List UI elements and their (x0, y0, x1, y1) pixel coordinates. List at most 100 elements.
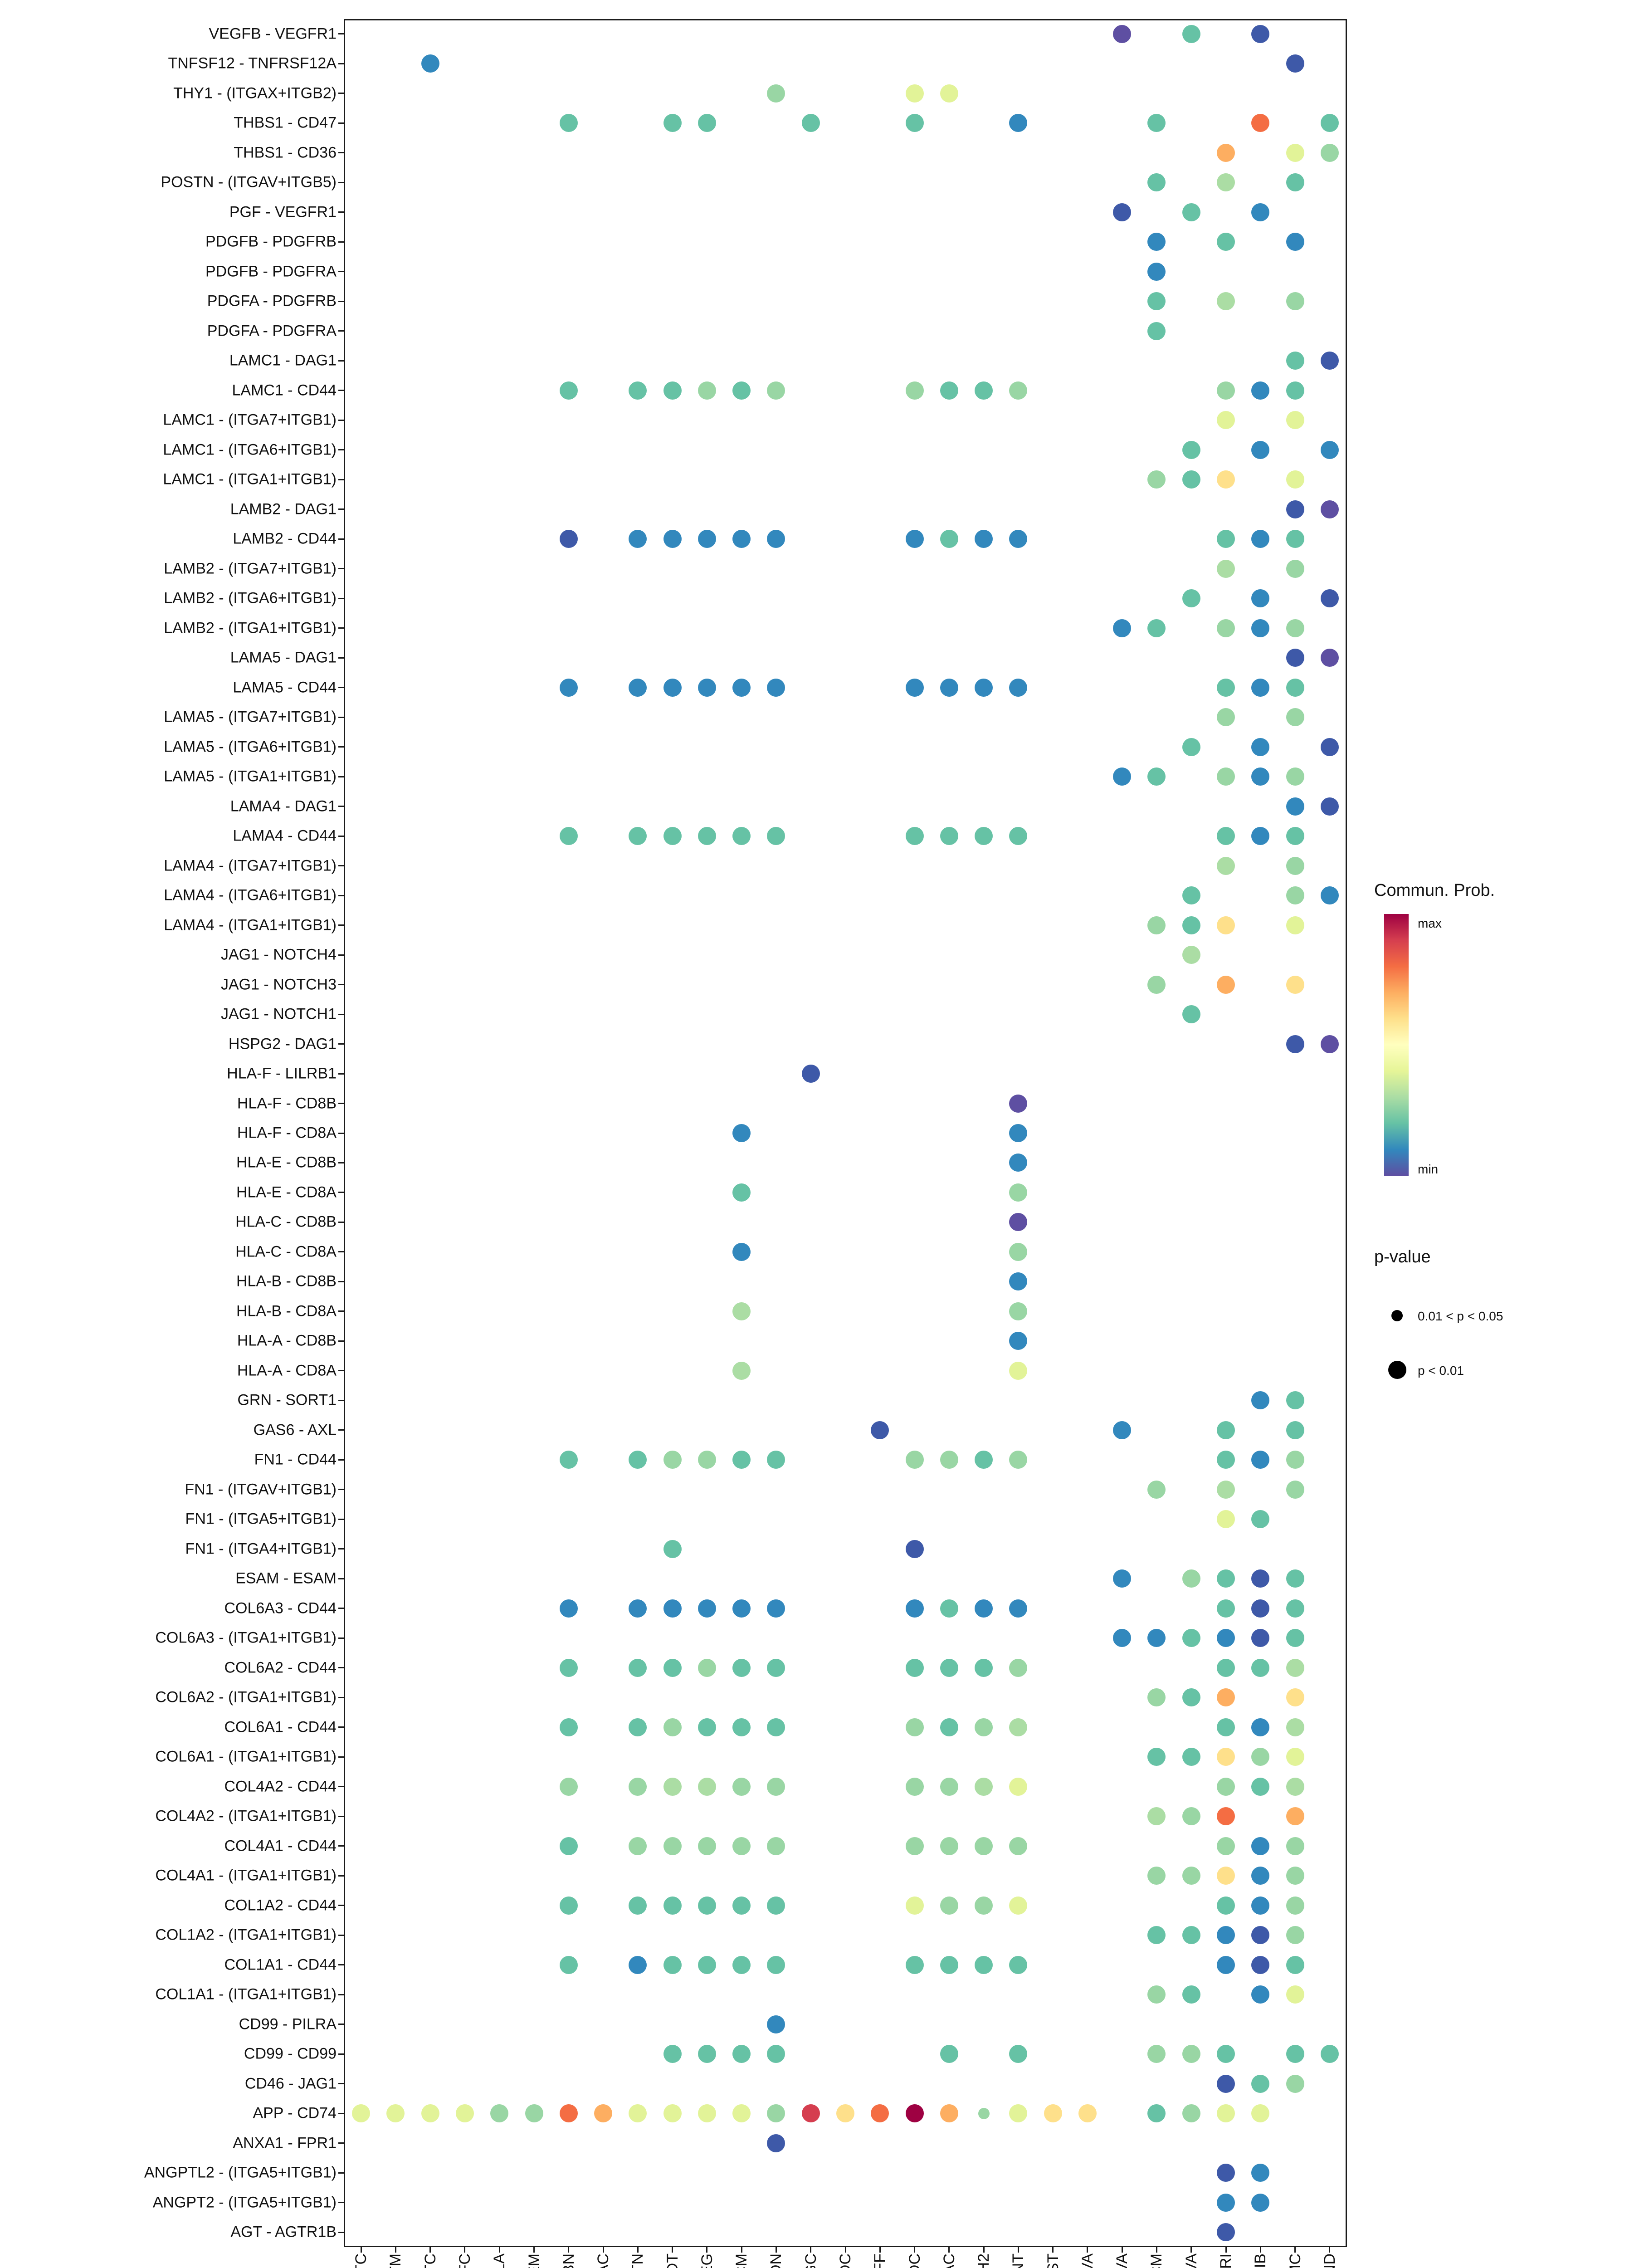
chart-dot (1251, 381, 1270, 400)
chart-dot (1286, 143, 1304, 162)
x-axis-tick (568, 2247, 570, 2253)
chart-dot (1147, 1926, 1166, 1945)
chart-dot (1217, 1777, 1235, 1796)
chart-dot (767, 2104, 785, 2123)
chart-dot (871, 1421, 889, 1439)
chart-dot (767, 2134, 785, 2152)
y-axis-label: FN1 - (ITGA5+ITGB1) (185, 1510, 337, 1528)
chart-dot (1009, 1332, 1028, 1350)
chart-dot (663, 1955, 682, 1974)
chart-dot (1009, 678, 1028, 697)
y-axis-label: HLA-C - CD8B (235, 1213, 337, 1231)
y-axis-tick (338, 1994, 344, 1995)
chart-dot (1286, 2074, 1304, 2093)
chart-dot (1009, 1302, 1028, 1320)
y-axis-tick (338, 508, 344, 510)
chart-dot (940, 1658, 958, 1677)
y-axis-label: COL6A3 - (ITGA1+ITGB1) (155, 1629, 337, 1647)
chart-dot (663, 1837, 682, 1855)
y-axis-label: ANGPTL2 - (ITGA5+ITGB1) (144, 2164, 337, 2181)
chart-dot (905, 1777, 924, 1796)
y-axis-label: LAMB2 - (ITGA1+ITGB1) (164, 619, 337, 636)
y-axis-tick (338, 1608, 344, 1609)
x-axis-label: SMC -> TREG (697, 2253, 717, 2268)
chart-dot (1009, 1213, 1028, 1232)
y-axis-tick (338, 806, 344, 807)
chart-dot (1182, 24, 1200, 43)
x-axis-label: SMC -> GC (801, 2253, 821, 2268)
y-axis-label: COL4A1 - (ITGA1+ITGB1) (155, 1867, 337, 1884)
chart-dot (905, 1837, 924, 1855)
chart-dot (767, 2015, 785, 2033)
y-axis-tick (338, 2172, 344, 2174)
chart-dot (801, 2104, 820, 2123)
y-axis-tick (338, 894, 344, 896)
y-axis-label: LAMA5 - CD44 (233, 678, 337, 696)
chart-dot (663, 1599, 682, 1618)
y-axis-label: PDGFA - PDGFRA (207, 322, 337, 339)
y-axis-tick (338, 1221, 344, 1223)
chart-dot (1009, 1183, 1028, 1202)
y-axis-label: CD46 - JAG1 (244, 2075, 337, 2092)
chart-dot (559, 1837, 578, 1855)
chart-dot (1182, 1748, 1200, 1766)
chart-dot (1251, 2193, 1270, 2212)
chart-dot (559, 1451, 578, 1469)
x-axis-tick (844, 2247, 846, 2253)
colorbar-min-label: min (1418, 1162, 1439, 1176)
chart-dot (767, 1896, 785, 1915)
chart-dot (629, 1718, 647, 1736)
y-axis-tick (338, 181, 344, 183)
chart-dot (1217, 1629, 1235, 1647)
chart-dot (1217, 1837, 1235, 1855)
chart-dot (1044, 2104, 1062, 2123)
x-axis-label: SMC -> CD8TCM (732, 2253, 751, 2268)
y-axis-label: LAMB2 - DAG1 (230, 500, 337, 518)
chart-dot (1182, 1005, 1200, 1024)
y-axis-tick (338, 1518, 344, 1520)
chart-dot (1251, 1569, 1270, 1588)
chart-dot (663, 1540, 682, 1558)
y-axis-label: ANGPT2 - (ITGA5+ITGB1) (152, 2194, 337, 2211)
chart-dot (1251, 203, 1270, 221)
chart-dot (1251, 1777, 1270, 1796)
chart-dot (801, 1065, 820, 1083)
y-axis-tick (338, 716, 344, 718)
y-axis-tick (338, 271, 344, 273)
y-axis-tick (338, 865, 344, 867)
chart-dot (1320, 114, 1339, 132)
chart-dot (1217, 1748, 1235, 1766)
chart-dot (975, 1896, 993, 1915)
chart-dot (1147, 322, 1166, 340)
chart-dot (629, 1955, 647, 1974)
y-axis-tick (338, 1845, 344, 1847)
chart-dot (1147, 2045, 1166, 2063)
chart-dot (629, 678, 647, 697)
y-axis-label: GAS6 - AXL (253, 1421, 337, 1439)
chart-dot (663, 530, 682, 548)
chart-dot (1217, 233, 1235, 251)
chart-dot (1009, 1599, 1028, 1618)
y-axis-label: THBS1 - CD47 (234, 114, 337, 132)
chart-dot (1147, 470, 1166, 489)
chart-dot (1217, 381, 1235, 400)
x-axis-tick (1121, 2247, 1123, 2253)
chart-dot (1182, 946, 1200, 964)
y-axis-tick (338, 776, 344, 777)
chart-dot (1217, 856, 1235, 875)
chart-dot (1113, 24, 1132, 43)
chart-dot (940, 2104, 958, 2123)
x-axis-tick (1017, 2247, 1019, 2253)
y-axis-tick (338, 300, 344, 302)
chart-dot (1009, 114, 1028, 132)
chart-dot (698, 1599, 716, 1618)
y-axis-label: LAMA5 - (ITGA1+ITGB1) (164, 767, 337, 785)
chart-dot (905, 1955, 924, 1974)
x-axis-label: SMC -> INFIB (1250, 2253, 1270, 2268)
y-axis-tick (338, 568, 344, 570)
chart-dot (767, 1599, 785, 1618)
chart-dot (559, 2104, 578, 2123)
chart-dot (1320, 886, 1339, 905)
chart-dot (1217, 1451, 1235, 1469)
chart-dot (905, 1451, 924, 1469)
